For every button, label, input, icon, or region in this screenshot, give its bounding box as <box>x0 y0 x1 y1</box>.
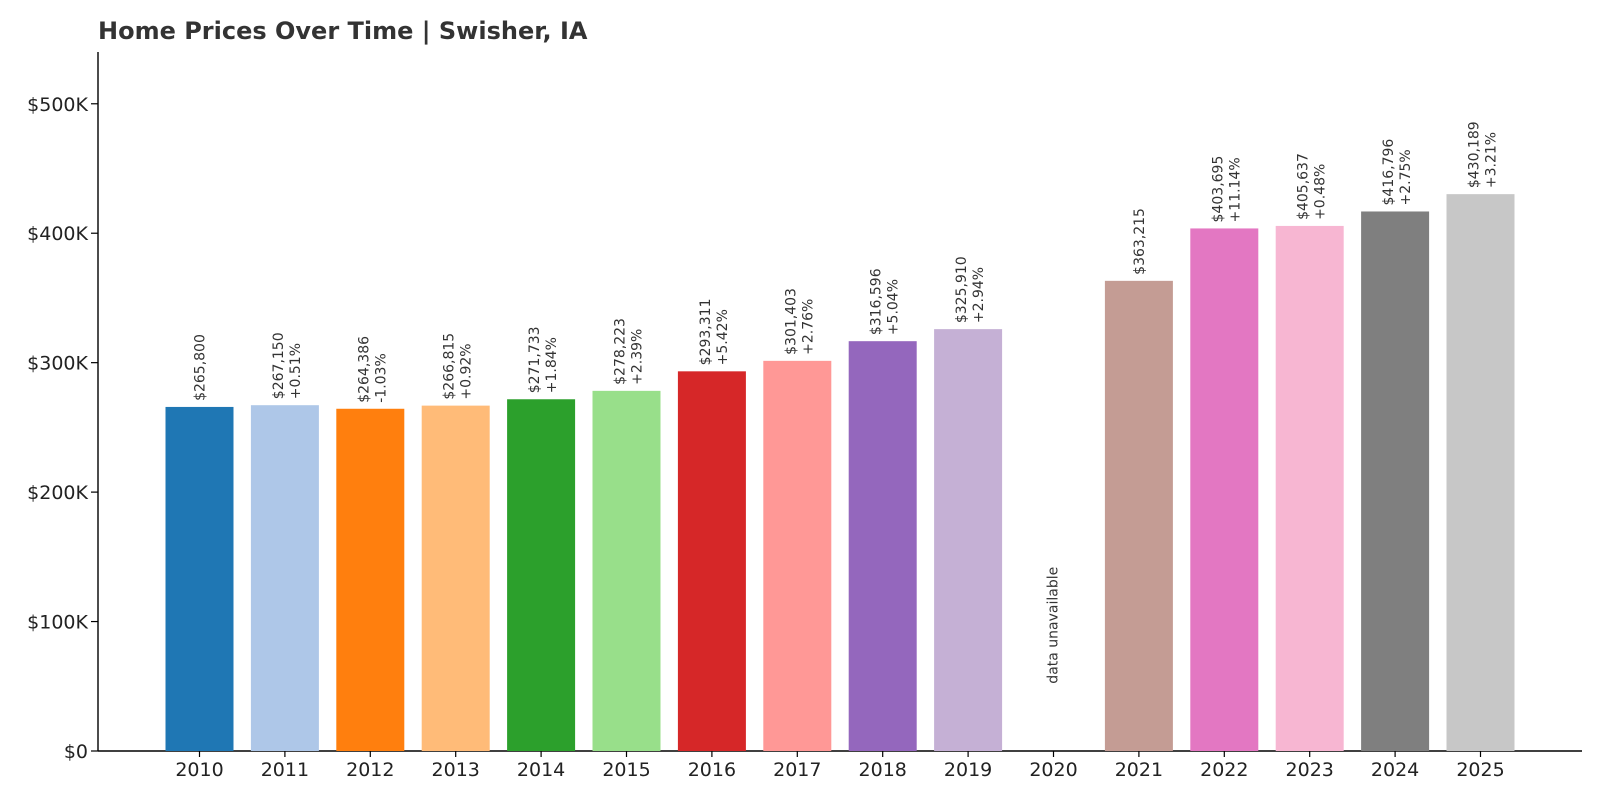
bar-value-label: $266,815 <box>442 333 458 400</box>
bar <box>1190 228 1259 751</box>
bar-value-label: $265,800 <box>193 334 209 401</box>
bar-change-label: +1.84% <box>544 337 560 393</box>
bar-change-label: +5.04% <box>886 279 902 335</box>
x-tick-label: 2024 <box>1371 759 1419 781</box>
bar-change-label: +2.76% <box>800 299 816 355</box>
bar-labels: $265,800 $267,150 +0.51% $264,386 -1.03% $266… <box>193 121 1500 683</box>
y-tick-label: $200K <box>27 482 88 504</box>
bar <box>934 329 1003 751</box>
x-tick-label: 2012 <box>346 759 394 781</box>
bar-value-label: $363,215 <box>1132 208 1148 275</box>
x-tick-label: 2011 <box>261 759 309 781</box>
missing-data-label: data unavailable <box>1046 567 1062 684</box>
y-tick-label: $100K <box>27 612 88 634</box>
bar-value-label: $416,796 <box>1381 139 1397 206</box>
bar-change-label: +2.94% <box>971 267 987 323</box>
y-tick-label: $500K <box>27 94 88 116</box>
bar-value-label: $430,189 <box>1467 121 1483 188</box>
x-tick-label: 2010 <box>175 759 223 781</box>
bar <box>677 371 746 751</box>
bar-value-label: $278,223 <box>613 318 629 385</box>
y-tick-label: $0 <box>64 741 88 763</box>
bar-change-label: +0.92% <box>459 343 475 399</box>
bar-value-label: $403,695 <box>1210 156 1226 223</box>
bar <box>165 406 234 751</box>
bar-value-label: $293,311 <box>698 299 714 366</box>
y-tick-label: $300K <box>27 353 88 375</box>
bar-change-label: +0.51% <box>288 343 304 399</box>
x-tick-label: 2014 <box>517 759 565 781</box>
x-tick-label: 2022 <box>1200 759 1248 781</box>
bar-change-label: +2.39% <box>630 329 646 385</box>
bar <box>1275 225 1344 752</box>
bar-change-label: +0.48% <box>1313 164 1329 220</box>
bar-value-label: $325,910 <box>954 256 970 323</box>
y-axis-ticks: $0 $100K $200K $300K $400K $500K <box>27 94 98 763</box>
x-tick-label: 2017 <box>773 759 821 781</box>
bar <box>1104 280 1173 751</box>
bar-change-label: -1.03% <box>373 353 389 403</box>
bar <box>250 405 319 751</box>
bar-value-label: $405,637 <box>1296 153 1312 220</box>
bar <box>1361 211 1430 752</box>
axes <box>97 52 1582 752</box>
bar <box>507 399 576 751</box>
x-tick-label: 2021 <box>1115 759 1163 781</box>
x-tick-label: 2020 <box>1029 759 1077 781</box>
bar-change-label: +3.21% <box>1484 132 1500 188</box>
x-axis-ticks: 2010 2011 2012 2013 2014 2015 2016 2017 2018 2019… <box>175 751 1505 781</box>
bar <box>421 405 490 751</box>
bar <box>592 390 661 751</box>
bar-value-label: $301,403 <box>783 288 799 355</box>
bar-value-label: $271,733 <box>527 326 543 393</box>
bar <box>1446 194 1515 752</box>
x-tick-label: 2019 <box>944 759 992 781</box>
bar-change-label: +5.42% <box>715 309 731 365</box>
bar-change-label: +11.14% <box>1227 157 1243 222</box>
y-tick-label: $400K <box>27 223 88 245</box>
bar <box>848 341 917 751</box>
chart-title: Home Prices Over Time | Swisher, IA <box>98 17 588 45</box>
bar-change-label: +2.75% <box>1398 149 1414 205</box>
bar-value-label: $264,386 <box>356 336 372 403</box>
x-tick-label: 2025 <box>1456 759 1504 781</box>
bar-value-label: $267,150 <box>271 332 287 399</box>
x-tick-label: 2015 <box>602 759 650 781</box>
bar-value-label: $316,596 <box>869 268 885 335</box>
x-tick-label: 2023 <box>1286 759 1334 781</box>
x-tick-label: 2016 <box>688 759 736 781</box>
bar <box>763 360 832 751</box>
bar <box>336 408 405 751</box>
bars <box>165 194 1515 752</box>
x-tick-label: 2018 <box>859 759 907 781</box>
x-tick-label: 2013 <box>432 759 480 781</box>
